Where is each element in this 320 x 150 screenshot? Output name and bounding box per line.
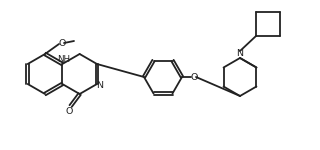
Text: N: N <box>96 81 103 90</box>
Text: O: O <box>190 72 198 81</box>
Text: O: O <box>66 106 73 116</box>
Text: NH: NH <box>57 56 70 64</box>
Text: N: N <box>236 50 244 58</box>
Text: O: O <box>58 39 66 48</box>
